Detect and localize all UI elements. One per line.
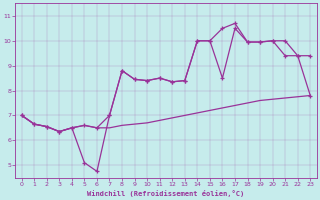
X-axis label: Windchill (Refroidissement éolien,°C): Windchill (Refroidissement éolien,°C) [87, 190, 244, 197]
